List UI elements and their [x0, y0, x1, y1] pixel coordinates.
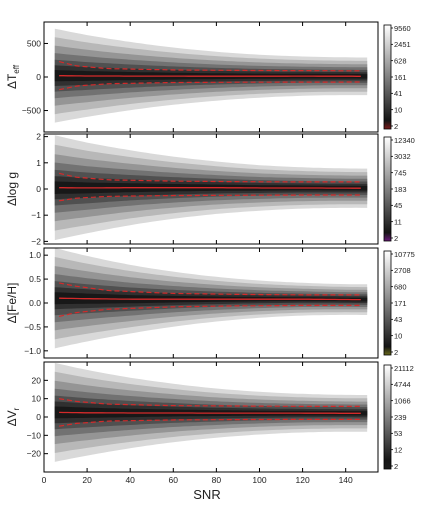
y-tick-label: −2 [31, 236, 41, 246]
y-tick-label: −1 [31, 210, 41, 220]
y-axis-label-main: ΔV [5, 410, 19, 426]
x-tick-label: 120 [295, 475, 309, 485]
colorbar-tick-label: 2708 [394, 266, 411, 275]
x-tick-label: 80 [212, 475, 222, 485]
y-axis-label: Δ[Fe/H] [5, 283, 19, 324]
median-line [59, 411, 361, 414]
y-tick-label: 500 [27, 38, 41, 48]
colorbar-tick-label: 2 [394, 462, 398, 471]
lower-band-line [59, 194, 361, 202]
colorbar-tick-label: 161 [394, 73, 407, 82]
colorbar-tick-label: 10775 [394, 250, 415, 259]
colorbar-tick-label: 2451 [394, 40, 411, 49]
colorbar [383, 250, 392, 356]
x-tick-label: 0 [42, 475, 47, 485]
colorbar-tick-label: 680 [394, 282, 407, 291]
panel-vr: −20 −10 0 10 20 ΔVr 21112 4744 1066 239 53 12 2 [5, 361, 414, 473]
colorbar [383, 364, 392, 470]
colorbar-tick-label: 53 [394, 429, 402, 438]
lower-band-line [59, 418, 361, 427]
colorbar-tick-label: 12340 [394, 136, 415, 145]
upper-band-line [59, 398, 361, 407]
y-tick-label: 1 [36, 158, 41, 168]
upper-band-line [58, 172, 361, 183]
y-axis-label-subscript: eff [12, 64, 21, 74]
x-axis: 0 20 40 60 80 100 120 140 [42, 475, 353, 485]
y-tick-label: 0 [36, 412, 41, 422]
y-tick-label: 0 [36, 72, 41, 82]
colorbar-tick-label: 43 [394, 315, 402, 324]
lower-band-line [58, 81, 361, 91]
colorbar-tick-label: 9560 [394, 24, 411, 33]
panel-feh: −1.0 −0.5 0.0 0.5 1.0 Δ[Fe/H] 10775 2708 680 171 4… [5, 247, 415, 359]
colorbar [383, 24, 392, 130]
y-tick-label: 10 [32, 394, 42, 404]
colorbar-tick-label: 11 [394, 217, 402, 226]
x-tick-label: 100 [252, 475, 266, 485]
colorbar-tick-label: 2 [394, 122, 398, 131]
colorbar-tick-label: 10 [394, 331, 402, 340]
density-map [44, 362, 378, 472]
y-tick-label: 0.0 [29, 298, 41, 308]
x-tick-label: 40 [125, 475, 135, 485]
panel-logg: −2 −1 0 1 2 Δlog g 12340 3032 745 183 45 11 2 [5, 132, 415, 247]
colorbar-tick-label: 183 [394, 185, 407, 194]
y-tick-label: 2 [36, 132, 41, 142]
y-axis-label-main: Δlog g [5, 172, 19, 206]
colorbar-tick-label: 21112 [394, 364, 414, 373]
x-axis-label: SNR [193, 487, 220, 502]
colorbar-tick-label: 628 [394, 56, 407, 65]
y-axis-label-main: ΔT [5, 73, 19, 89]
density-map [44, 22, 378, 132]
density-level-6 [54, 292, 368, 305]
colorbar-tick-label: 1066 [394, 396, 411, 405]
density-map [44, 134, 378, 244]
y-tick-label: 0.5 [29, 274, 41, 284]
median-line [59, 187, 361, 189]
y-tick-label: −10 [27, 430, 42, 440]
y-axis-label-main: Δ[Fe/H] [5, 283, 19, 324]
upper-band-line [58, 61, 361, 72]
y-tick-label: −500 [22, 106, 41, 116]
median-line [59, 297, 361, 301]
y-tick-label: −20 [27, 449, 42, 459]
colorbar-tick-label: 10 [394, 105, 402, 114]
panel-teff: −500 0 500 ΔTeff 9560 2451 628 161 41 10 2 [5, 21, 411, 133]
density-map [44, 248, 378, 358]
colorbar-tick-label: 45 [394, 201, 402, 210]
colorbar-tick-label: 2 [394, 348, 398, 357]
x-tick-label: 60 [169, 475, 179, 485]
y-tick-label: 0 [36, 184, 41, 194]
lower-band-line [58, 304, 361, 317]
colorbar-tick-label: 12 [394, 445, 402, 454]
upper-band-line [58, 282, 361, 296]
colorbar-tick-label: 4744 [394, 380, 411, 389]
x-tick-label: 20 [82, 475, 92, 485]
colorbar-tick-label: 41 [394, 89, 402, 98]
y-axis-label-subscript: r [12, 407, 21, 410]
x-tick-label: 140 [339, 475, 353, 485]
y-axis-label: ΔVr [5, 407, 21, 426]
colorbar [383, 136, 392, 242]
colorbar-tick-label: 745 [394, 168, 407, 177]
colorbar-tick-label: 3032 [394, 152, 411, 161]
y-axis-label: ΔTeff [5, 64, 21, 89]
y-tick-label: −1.0 [24, 346, 41, 356]
y-tick-label: −0.5 [24, 322, 41, 332]
median-line [59, 75, 361, 77]
colorbar-tick-label: 2 [394, 234, 398, 243]
colorbar-tick-label: 239 [394, 413, 407, 422]
y-tick-label: 20 [32, 375, 42, 385]
y-axis-label: Δlog g [5, 172, 19, 206]
y-tick-label: 1.0 [29, 250, 41, 260]
colorbar-tick-label: 171 [394, 299, 407, 308]
panels-group: −5000500ΔTeff9560245162816141102−2−1012Δ… [5, 21, 415, 473]
